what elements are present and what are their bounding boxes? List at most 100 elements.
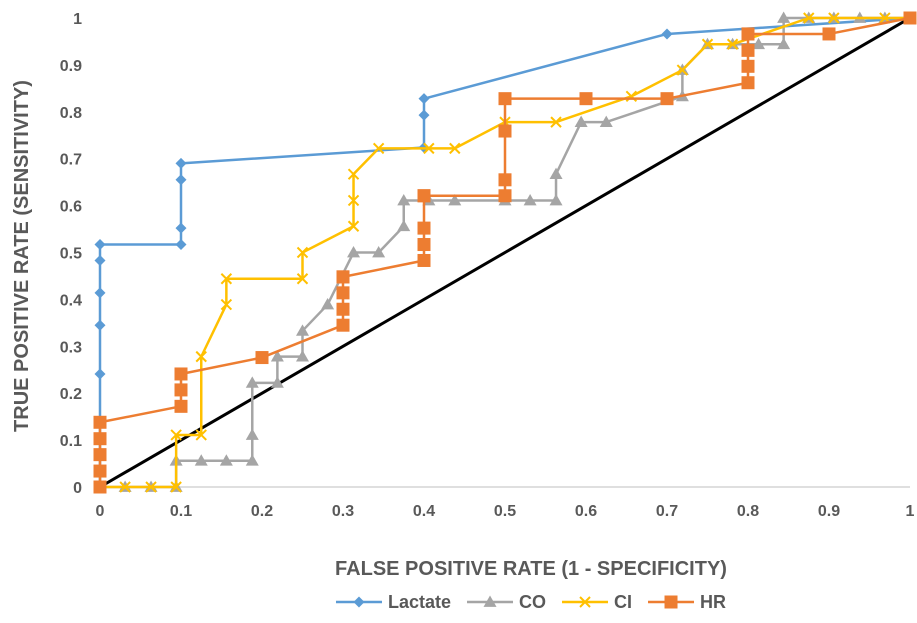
- reference-diagonal-line: [99, 16, 911, 489]
- data-point-lactate: [94, 254, 106, 266]
- data-point-ci: [195, 350, 207, 363]
- data-point-ci: [119, 481, 131, 493]
- data-point-hr: [417, 238, 431, 252]
- data-point-ci: [347, 168, 360, 180]
- y-tick-label: 0.2: [60, 386, 82, 403]
- data-point-hr: [174, 367, 188, 381]
- data-point-co: [245, 454, 259, 466]
- data-point-hr: [498, 189, 512, 203]
- data-point-lactate: [175, 157, 187, 169]
- legend-marker-hr: [664, 595, 678, 609]
- data-point-co: [245, 376, 259, 388]
- data-point-co: [397, 193, 411, 206]
- data-point-ci: [423, 142, 435, 155]
- data-point-co: [372, 246, 386, 258]
- data-point-hr: [93, 480, 107, 494]
- legend-label-co: CO: [519, 592, 546, 612]
- data-point-hr: [741, 27, 755, 41]
- data-point-ci: [195, 429, 207, 441]
- data-point-co: [296, 324, 309, 336]
- y-tick-label: 0.4: [60, 292, 82, 309]
- x-tick-label: 0.2: [251, 503, 273, 520]
- y-tick-label: 0.8: [60, 105, 82, 122]
- data-point-hr: [336, 318, 350, 332]
- data-point-ci: [701, 38, 714, 50]
- x-tick-label: 0: [96, 503, 105, 520]
- data-point-ci: [372, 142, 385, 155]
- data-point-lactate: [175, 222, 187, 234]
- data-point-ci: [803, 12, 815, 24]
- data-point-hr: [498, 173, 512, 187]
- legend-marker-co: [483, 595, 497, 607]
- y-tick-label: 0.6: [60, 199, 82, 216]
- data-point-hr: [174, 399, 188, 413]
- data-point-co: [523, 193, 537, 206]
- data-point-co: [549, 193, 563, 206]
- y-tick-label: 0: [73, 480, 82, 497]
- legend-item-co: CO: [467, 592, 546, 612]
- data-point-ci: [220, 298, 233, 311]
- data-point-hr: [255, 351, 269, 365]
- data-point-ci: [828, 12, 840, 24]
- x-tick-label: 0.5: [494, 503, 516, 520]
- data-point-hr: [417, 253, 431, 267]
- legend-item-lactate: Lactate: [335, 592, 451, 612]
- data-point-co: [777, 37, 791, 50]
- data-point-ci: [296, 273, 309, 285]
- data-point-ci: [726, 38, 739, 50]
- series-lactate: [94, 12, 916, 493]
- data-point-ci: [145, 481, 157, 493]
- data-point-ci: [347, 220, 360, 232]
- data-point-hr: [660, 92, 674, 106]
- y-tick-label: 1: [73, 11, 82, 28]
- legend-marker-ci: [579, 596, 591, 608]
- legend: Lactate CO CI HR: [335, 592, 726, 612]
- data-point-hr: [93, 432, 107, 446]
- x-tick-label: 0.8: [737, 503, 759, 520]
- x-tick-labels: 0 0.1 0.2 0.3 0.4 0.5 0.6 0.7 0.8 0.9 1: [96, 503, 915, 520]
- legend-item-hr: HR: [648, 592, 726, 612]
- data-point-ci: [296, 246, 309, 259]
- data-point-co: [321, 298, 335, 310]
- y-tick-label: 0.5: [60, 246, 82, 263]
- data-point-co: [599, 115, 613, 127]
- legend-label-lactate: Lactate: [388, 592, 451, 612]
- data-point-hr: [822, 27, 836, 41]
- x-tick-label: 1: [906, 503, 915, 520]
- series-layer: [93, 11, 917, 494]
- data-point-ci: [550, 116, 562, 128]
- data-point-co: [347, 246, 361, 258]
- data-point-co: [777, 11, 791, 23]
- legend-label-hr: HR: [700, 592, 726, 612]
- x-tick-label: 0.1: [170, 503, 192, 520]
- data-point-lactate: [175, 174, 187, 186]
- data-point-co: [752, 37, 766, 50]
- series-hr: [93, 11, 917, 494]
- y-tick-label: 0.7: [60, 152, 82, 169]
- data-point-hr: [498, 124, 512, 138]
- data-point-co: [296, 350, 309, 362]
- x-axis-title: FALSE POSITIVE RATE (1 - SPECIFICITY): [335, 558, 727, 580]
- data-point-lactate: [418, 109, 430, 121]
- legend-label-ci: CI: [614, 592, 632, 612]
- data-point-ci: [170, 429, 182, 441]
- data-point-ci: [676, 64, 689, 76]
- data-point-hr: [741, 59, 755, 73]
- data-point-ci: [449, 142, 461, 155]
- data-point-ci: [347, 194, 360, 207]
- data-point-hr: [174, 383, 188, 397]
- legend-marker-lactate: [353, 596, 365, 608]
- data-point-hr: [336, 270, 350, 284]
- data-point-lactate: [94, 239, 106, 251]
- data-point-hr: [579, 92, 593, 106]
- data-point-co: [270, 376, 284, 388]
- data-point-lactate: [94, 368, 106, 380]
- data-point-hr: [93, 415, 107, 429]
- data-point-lactate: [175, 239, 187, 251]
- data-point-hr: [93, 464, 107, 478]
- data-point-co: [574, 115, 588, 127]
- legend-item-ci: CI: [562, 592, 632, 612]
- data-point-co: [270, 350, 284, 362]
- data-point-co: [194, 454, 208, 466]
